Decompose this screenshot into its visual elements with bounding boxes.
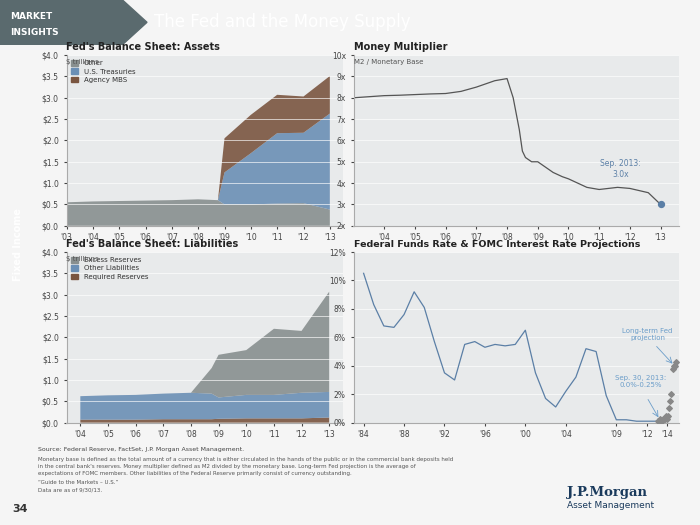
Text: J.P.Morgan: J.P.Morgan bbox=[567, 486, 647, 499]
Text: expectations of FOMC members. Other liabilities of the Federal Reserve primarily: expectations of FOMC members. Other liab… bbox=[38, 471, 352, 477]
Text: Asset Management: Asset Management bbox=[567, 501, 654, 510]
Text: $ trillions: $ trillions bbox=[66, 256, 99, 262]
Point bbox=[669, 362, 680, 370]
Text: The Fed and the Money Supply: The Fed and the Money Supply bbox=[154, 13, 411, 31]
Text: M2 / Monetary Base: M2 / Monetary Base bbox=[354, 59, 423, 65]
Point bbox=[671, 358, 682, 366]
Legend: Other, U.S. Treasuries, Agency MBS: Other, U.S. Treasuries, Agency MBS bbox=[70, 59, 137, 85]
Text: Money Multiplier: Money Multiplier bbox=[354, 43, 447, 52]
Point bbox=[654, 415, 666, 423]
Point bbox=[665, 397, 676, 405]
Text: Fixed Income: Fixed Income bbox=[13, 208, 23, 280]
Text: Sep. 30, 2013:
0.0%-0.25%: Sep. 30, 2013: 0.0%-0.25% bbox=[615, 375, 666, 388]
Text: “Guide to the Markets – U.S.”: “Guide to the Markets – U.S.” bbox=[38, 480, 119, 485]
Point bbox=[654, 416, 665, 425]
Text: $ trillions: $ trillions bbox=[66, 59, 99, 65]
Text: Fed's Balance Sheet: Liabilities: Fed's Balance Sheet: Liabilities bbox=[66, 239, 239, 249]
Text: in the central bank's reserves. Money multiplier defined as M2 divided by the mo: in the central bank's reserves. Money mu… bbox=[38, 464, 416, 469]
Text: Federal Funds Rate & FOMC Interest Rate Projections: Federal Funds Rate & FOMC Interest Rate … bbox=[354, 240, 640, 249]
Text: MARKET: MARKET bbox=[10, 13, 52, 22]
Text: Fed's Balance Sheet: Assets: Fed's Balance Sheet: Assets bbox=[66, 43, 220, 52]
Point bbox=[655, 200, 666, 208]
Text: Sep. 2013:
3.0x: Sep. 2013: 3.0x bbox=[601, 159, 641, 178]
Point bbox=[657, 416, 668, 425]
Text: INSIGHTS: INSIGHTS bbox=[10, 28, 59, 37]
Legend: Excess Reserves, Other Liabilities, Required Reserves: Excess Reserves, Other Liabilities, Requ… bbox=[70, 256, 150, 281]
Text: Data are as of 9/30/13.: Data are as of 9/30/13. bbox=[38, 487, 103, 492]
Point bbox=[658, 415, 669, 423]
Text: Monetary base is defined as the total amount of a currency that is either circul: Monetary base is defined as the total am… bbox=[38, 457, 454, 462]
Point bbox=[652, 416, 664, 425]
Polygon shape bbox=[122, 0, 147, 45]
Point bbox=[661, 411, 672, 419]
Text: 34: 34 bbox=[13, 504, 28, 514]
Text: Long-term Fed
projection: Long-term Fed projection bbox=[622, 328, 673, 341]
Point bbox=[662, 415, 673, 423]
Point bbox=[660, 415, 671, 423]
Point bbox=[664, 404, 675, 413]
Point bbox=[666, 390, 677, 398]
Point bbox=[667, 365, 678, 373]
Point bbox=[668, 362, 680, 370]
Bar bbox=[0, 0, 122, 45]
Text: Source: Federal Reserve, FactSet, J.P. Morgan Asset Management.: Source: Federal Reserve, FactSet, J.P. M… bbox=[38, 447, 244, 453]
Point bbox=[656, 416, 667, 425]
Point bbox=[659, 415, 670, 423]
Point bbox=[663, 411, 674, 419]
